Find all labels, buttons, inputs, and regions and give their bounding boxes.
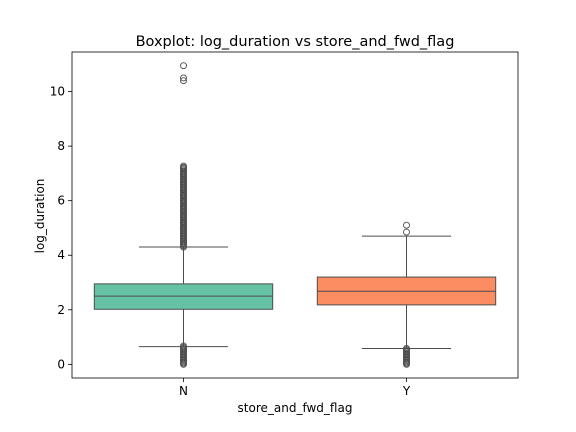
outlier-point <box>403 221 410 229</box>
y-axis-label: log_duration <box>33 179 47 254</box>
outlier-point <box>403 228 410 236</box>
y-tick-label: 6 <box>57 194 65 208</box>
plot-frame <box>71 51 519 379</box>
outlier-point <box>180 342 187 350</box>
y-tick-label: 8 <box>57 139 65 153</box>
x-tick-label: N <box>179 384 188 398</box>
y-tick-label: 10 <box>50 85 65 99</box>
plot-area: 0 2 4 6 8 10 N Y <box>50 51 519 398</box>
outlier-point <box>180 162 187 170</box>
chart-title: Boxplot: log_duration vs store_and_fwd_f… <box>136 34 455 50</box>
x-tick-label: Y <box>402 384 411 398</box>
y-tick-label: 0 <box>57 357 65 371</box>
outlier-point <box>403 344 410 352</box>
y-tick-label: 2 <box>57 303 65 317</box>
outlier-point <box>180 74 187 82</box>
y-tick-label: 4 <box>57 248 65 262</box>
x-axis-label: store_and_fwd_flag <box>238 401 353 415</box>
outlier-point <box>180 62 187 70</box>
outlier-point <box>180 77 187 85</box>
